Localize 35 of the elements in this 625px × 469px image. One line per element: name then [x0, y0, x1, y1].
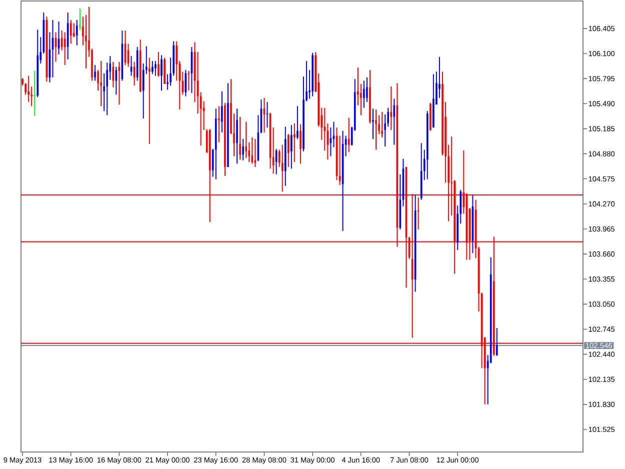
- candlestick: [300, 124, 302, 164]
- candlestick: [294, 122, 296, 163]
- candlestick: [218, 106, 220, 143]
- candlestick: [372, 108, 374, 140]
- candlestick: [70, 19, 72, 44]
- candlestick: [296, 106, 298, 140]
- candlestick: [221, 90, 223, 133]
- candlestick: [390, 86, 392, 130]
- candlestick: [417, 196, 420, 230]
- candlestick: [266, 102, 268, 128]
- candlestick: [281, 144, 284, 192]
- candlestick: [496, 327, 498, 356]
- candlestick: [363, 80, 365, 108]
- candlestick: [94, 64, 96, 82]
- candlestick: [152, 60, 154, 75]
- candlestick: [242, 138, 244, 161]
- candlestick: [78, 8, 82, 30]
- candlestick: [245, 121, 248, 158]
- candlestick: [154, 60, 156, 76]
- candlestick: [158, 51, 160, 78]
- candlestick: [287, 134, 290, 168]
- candlestick: [239, 116, 241, 160]
- candlestick: [76, 19, 78, 46]
- candlestick: [251, 136, 254, 164]
- candlestick: [393, 98, 396, 146]
- candlestick: [100, 60, 102, 107]
- candlestick: [290, 124, 292, 170]
- candlestick: [118, 61, 120, 106]
- candlestick: [381, 111, 383, 138]
- candlestick: [236, 108, 238, 164]
- candlestick: [112, 61, 114, 88]
- candlestick: [375, 108, 377, 150]
- candlestick: [160, 54, 162, 92]
- candlestick: [148, 57, 150, 144]
- candlestick: [28, 75, 30, 103]
